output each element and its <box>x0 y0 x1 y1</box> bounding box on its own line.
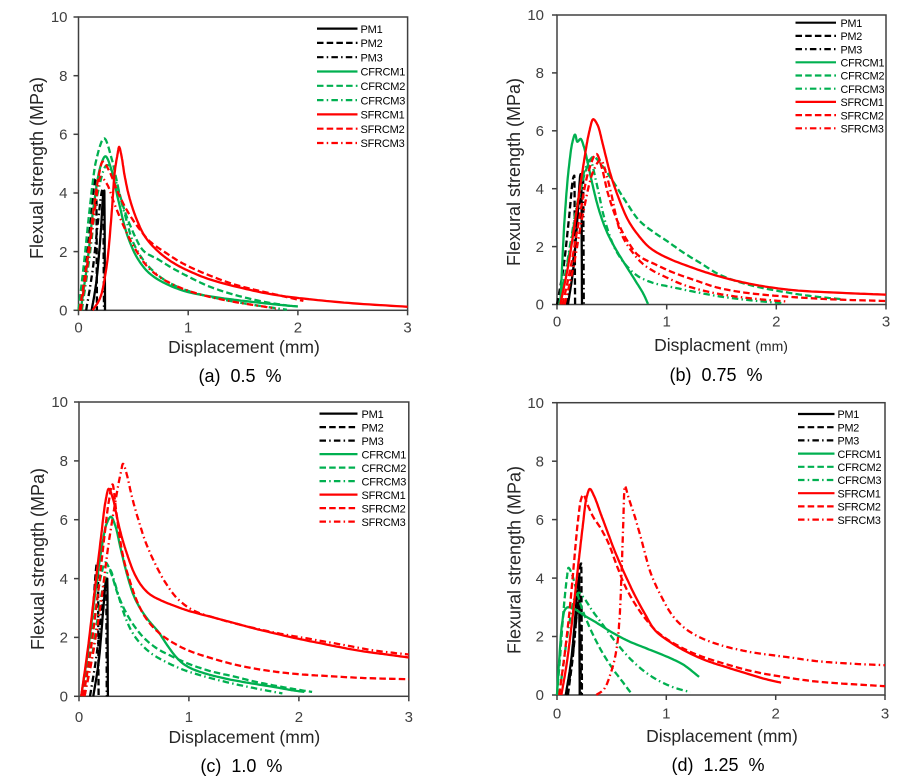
svg-text:10: 10 <box>51 394 68 411</box>
svg-text:PM3: PM3 <box>361 52 383 64</box>
svg-text:Flexural strength (MPa): Flexural strength (MPa) <box>505 466 525 654</box>
svg-text:PM1: PM1 <box>841 18 863 30</box>
svg-text:CFRCM3: CFRCM3 <box>361 95 406 107</box>
svg-text:4: 4 <box>536 570 544 587</box>
svg-text:CFRCM2: CFRCM2 <box>838 462 882 474</box>
svg-text:Displacement (mm): Displacement (mm) <box>169 727 321 747</box>
svg-text:Displacement (mm): Displacement (mm) <box>168 337 320 357</box>
svg-text:Displacement (mm): Displacement (mm) <box>646 726 798 746</box>
svg-text:0: 0 <box>75 709 83 726</box>
svg-text:SFRCM3: SFRCM3 <box>361 138 405 150</box>
svg-text:SFRCM3: SFRCM3 <box>362 517 406 529</box>
svg-text:SFRCM2: SFRCM2 <box>362 503 406 515</box>
svg-text:4: 4 <box>60 571 68 588</box>
svg-text:Flexual strength (MPa): Flexual strength (MPa) <box>28 468 48 650</box>
svg-text:Flexual strength (MPa): Flexual strength (MPa) <box>27 77 47 259</box>
svg-text:2: 2 <box>59 244 67 261</box>
svg-text:0: 0 <box>553 314 561 331</box>
svg-text:4: 4 <box>59 185 67 202</box>
svg-text:(d) 1.25 %: (d) 1.25 % <box>671 755 764 775</box>
svg-text:0: 0 <box>60 689 68 706</box>
svg-text:3: 3 <box>403 319 411 336</box>
svg-text:CFRCM1: CFRCM1 <box>838 449 882 461</box>
svg-text:SFRCM1: SFRCM1 <box>841 97 884 109</box>
svg-text:PM3: PM3 <box>838 436 860 448</box>
svg-text:PM1: PM1 <box>361 24 383 36</box>
svg-text:PM1: PM1 <box>838 409 860 421</box>
svg-text:(b) 0.75 %: (b) 0.75 % <box>669 365 762 385</box>
svg-text:2: 2 <box>295 709 303 726</box>
svg-text:2: 2 <box>536 629 544 646</box>
svg-text:SFRCM2: SFRCM2 <box>838 502 881 514</box>
svg-text:3: 3 <box>881 706 889 723</box>
svg-text:0: 0 <box>536 297 544 314</box>
svg-text:CFRCM1: CFRCM1 <box>362 449 407 461</box>
svg-text:10: 10 <box>51 9 68 26</box>
svg-text:SFRCM3: SFRCM3 <box>841 124 884 136</box>
svg-text:8: 8 <box>536 65 544 82</box>
svg-text:2: 2 <box>772 314 780 331</box>
svg-text:8: 8 <box>536 453 544 470</box>
svg-text:PM2: PM2 <box>361 38 383 50</box>
svg-text:8: 8 <box>60 453 68 470</box>
svg-text:10: 10 <box>527 7 544 24</box>
svg-text:CFRCM1: CFRCM1 <box>841 58 885 70</box>
svg-text:0: 0 <box>553 706 561 723</box>
svg-text:PM2: PM2 <box>362 422 384 434</box>
svg-text:CFRCM1: CFRCM1 <box>361 67 406 79</box>
svg-text:10: 10 <box>527 395 544 412</box>
svg-text:0: 0 <box>74 319 82 336</box>
svg-text:2: 2 <box>772 706 780 723</box>
svg-text:PM3: PM3 <box>362 436 384 448</box>
svg-text:SFRCM1: SFRCM1 <box>838 488 881 500</box>
svg-text:0: 0 <box>59 303 67 320</box>
svg-text:CFRCM3: CFRCM3 <box>841 84 885 96</box>
svg-text:6: 6 <box>536 512 544 529</box>
svg-text:1: 1 <box>185 709 193 726</box>
svg-text:SFRCM2: SFRCM2 <box>361 124 405 136</box>
svg-text:2: 2 <box>60 630 68 647</box>
svg-text:(c) 1.0 %: (c) 1.0 % <box>200 756 282 776</box>
svg-text:CFRCM3: CFRCM3 <box>362 476 407 488</box>
svg-text:(a) 0.5 %: (a) 0.5 % <box>198 366 281 386</box>
svg-text:4: 4 <box>536 181 544 198</box>
svg-text:CFRCM2: CFRCM2 <box>841 71 885 83</box>
svg-text:CFRCM2: CFRCM2 <box>362 463 407 475</box>
svg-text:1: 1 <box>662 706 670 723</box>
svg-text:PM3: PM3 <box>841 44 863 56</box>
svg-text:8: 8 <box>59 68 67 85</box>
svg-text:SFRCM1: SFRCM1 <box>361 110 405 122</box>
svg-text:PM1: PM1 <box>362 409 384 421</box>
svg-text:2: 2 <box>294 319 302 336</box>
svg-text:6: 6 <box>60 512 68 529</box>
svg-text:6: 6 <box>59 127 67 144</box>
svg-text:3: 3 <box>405 709 413 726</box>
svg-text:CFRCM2: CFRCM2 <box>361 81 406 93</box>
svg-text:6: 6 <box>536 123 544 140</box>
svg-text:PM2: PM2 <box>838 422 860 434</box>
svg-text:SFRCM3: SFRCM3 <box>838 515 881 527</box>
svg-text:SFRCM1: SFRCM1 <box>362 490 406 502</box>
svg-text:0: 0 <box>536 687 544 704</box>
svg-text:3: 3 <box>882 314 890 331</box>
svg-text:1: 1 <box>184 319 192 336</box>
svg-text:PM2: PM2 <box>841 31 863 43</box>
svg-text:2: 2 <box>536 239 544 256</box>
svg-text:Flexural strength (MPa): Flexural strength (MPa) <box>504 78 524 266</box>
svg-text:SFRCM2: SFRCM2 <box>841 110 884 122</box>
svg-text:CFRCM3: CFRCM3 <box>838 475 882 487</box>
svg-text:Displacment (mm): Displacment (mm) <box>654 335 788 355</box>
svg-text:1: 1 <box>663 314 671 331</box>
